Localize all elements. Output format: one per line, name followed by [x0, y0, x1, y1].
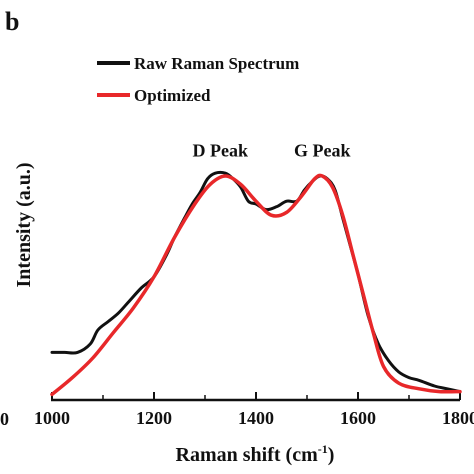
x-axis-label: Raman shift (cm-1): [176, 442, 335, 466]
series-line-optimized: [50, 173, 462, 397]
annotation-layer: D Peak G Peak: [193, 140, 351, 160]
peak-annotation: G Peak: [294, 140, 351, 160]
x-tick-label: 1600: [340, 408, 376, 428]
series-line-raw: [50, 171, 462, 394]
legend-label-raw: Raw Raman Spectrum: [134, 54, 299, 73]
legend-label-optimized: Optimized: [134, 86, 211, 105]
plot-axes: 1000 1200 1400 1600 1800: [34, 392, 474, 428]
legend: Raw Raman Spectrum Optimized: [97, 54, 299, 105]
x-tick-label: 1000: [34, 408, 70, 428]
x-tick-label: 1400: [238, 408, 274, 428]
peak-annotation: D Peak: [193, 140, 249, 160]
x-tick-label: 1800: [442, 408, 474, 428]
clipped-edge-tick: 0: [0, 409, 9, 429]
x-axis-label-main: Raman shift (cm: [176, 444, 319, 466]
panel-label: b: [5, 7, 19, 36]
series-layer: [50, 171, 462, 397]
x-tick-label: 1200: [136, 408, 172, 428]
x-axis-label-close: ): [328, 444, 335, 466]
x-axis-label-superscript: -1: [318, 442, 328, 456]
y-axis-label: Intensity (a.u.): [13, 162, 35, 287]
